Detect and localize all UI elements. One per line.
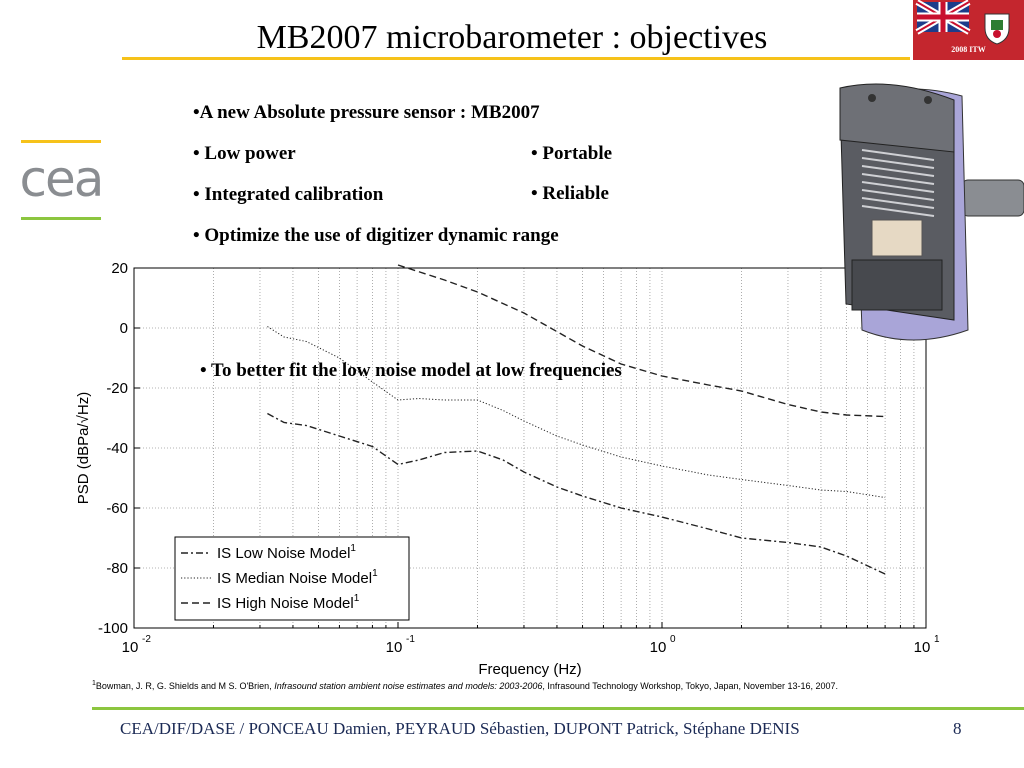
legend-label: IS Low Noise Model1: [217, 543, 356, 562]
x-tick-label: 10: [122, 639, 139, 656]
x-tick-label: 10: [386, 639, 403, 656]
bullet-optimize-dynamic-range: • Optimize the use of digitizer dynamic …: [193, 225, 559, 246]
y-tick-label: -20: [106, 380, 128, 397]
series-line-2: [267, 326, 886, 498]
y-tick-label: -40: [106, 440, 128, 457]
logo-rule-top: [21, 140, 101, 143]
legend-superscript: 1: [354, 593, 360, 604]
reference-title: Infrasound station ambient noise estimat…: [274, 681, 543, 691]
chart-series: [267, 264, 886, 575]
itw-flag-badge: [913, 0, 1024, 60]
logo-rule-bottom: [21, 217, 101, 220]
page-number: 8: [953, 719, 962, 738]
reference-citation: 1Bowman, J. R, G. Shields and M S. O'Bri…: [92, 680, 992, 691]
footer-authors: CEA/DIF/DASE / PONCEAU Damien, PEYRAUD S…: [120, 719, 800, 738]
cea-logo-text: cea: [20, 150, 103, 208]
x-tick-exponent: -1: [406, 634, 415, 645]
x-tick-label: 10: [650, 639, 667, 656]
y-tick-label: -60: [106, 500, 128, 517]
itw-badge-label: 2008 ITW: [951, 45, 986, 54]
legend-superscript: 1: [350, 543, 356, 554]
reference-authors: Bowman, J. R, G. Shields and M S. O'Brie…: [95, 681, 275, 691]
y-tick-label: -100: [98, 620, 128, 637]
series-line-3: [397, 264, 886, 418]
x-tick-exponent: 0: [670, 634, 676, 645]
flag-icon: [915, 0, 1010, 45]
bullet-absolute-sensor: •A new Absolute pressure sensor : MB2007: [193, 102, 540, 123]
bullet-integrated-calibration: • Integrated calibration: [193, 184, 384, 205]
title-divider: [122, 57, 910, 60]
series-line-1: [267, 412, 886, 575]
x-tick-label: 10: [914, 639, 931, 656]
y-tick-label: 0: [120, 320, 128, 337]
bullet-low-noise-fit: • To better fit the low noise model at l…: [200, 360, 622, 381]
legend-label: IS High Noise Model1: [217, 593, 360, 612]
x-axis-label: Frequency (Hz): [478, 661, 581, 678]
reference-details: , Infrasound Technology Workshop, Tokyo,…: [542, 681, 839, 691]
page-title: MB2007 microbarometer : objectives: [256, 19, 768, 56]
bullet-portable: • Portable: [531, 143, 613, 164]
mb2007-sensor-image: [839, 83, 1024, 341]
legend-label: IS Median Noise Model1: [217, 568, 378, 587]
y-axis-label: PSD (dBPa/√Hz): [75, 392, 92, 504]
footer-divider: [92, 707, 1024, 710]
bullet-low-power: • Low power: [193, 143, 296, 164]
cea-logo: cea: [20, 150, 104, 208]
legend-superscript: 1: [372, 568, 378, 579]
legend-box: [174, 536, 410, 621]
x-tick-exponent: -2: [142, 634, 151, 645]
chart-legend: IS Low Noise Model1 IS Median Noise Model…: [174, 536, 410, 621]
bullet-reliable: • Reliable: [531, 183, 609, 204]
x-tick-exponent: 1: [934, 634, 940, 645]
reference-marker: 1: [92, 680, 96, 687]
y-tick-label: 20: [111, 260, 128, 277]
y-tick-label: -80: [106, 560, 128, 577]
